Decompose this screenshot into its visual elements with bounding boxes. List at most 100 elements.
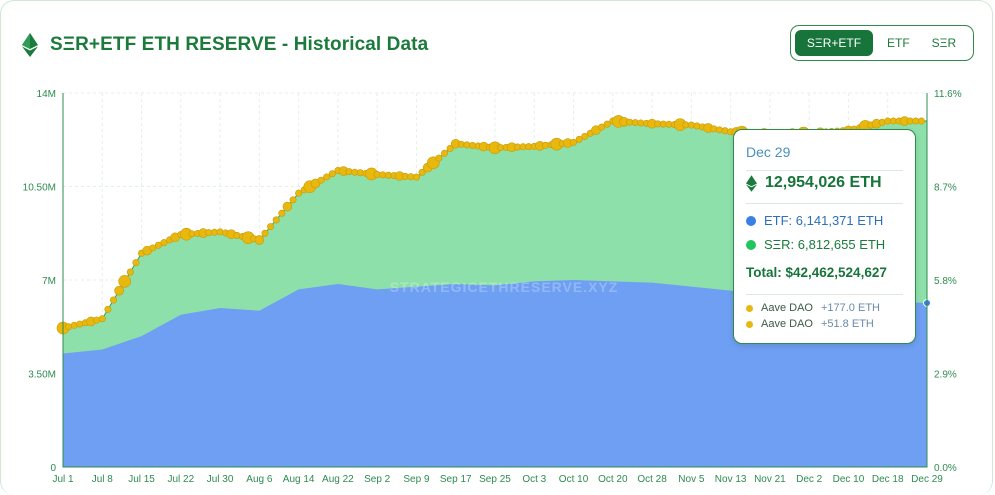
eth-icon (746, 174, 757, 192)
event-marker (254, 235, 265, 245)
x-tick-label: Jul 8 (92, 474, 114, 485)
x-tick-label: Nov 21 (754, 474, 786, 485)
event-marker (216, 228, 224, 236)
x-tick-label: Oct 10 (559, 474, 589, 485)
x-tick-label: Sep 17 (440, 474, 472, 485)
x-tick-label: Jul 22 (167, 474, 194, 485)
tooltip-total-eth: 12,954,026 ETH (746, 174, 882, 192)
y-left-tick-label: 3.50M (28, 370, 56, 381)
event-marker (98, 315, 106, 323)
event-marker (441, 149, 449, 157)
event-marker (295, 189, 303, 197)
y-axis-right: 0.0% 2.9% 5.8% 8.7% 11.6% (926, 89, 962, 474)
x-axis: Jul 1 Jul 8 Jul 15 Jul 22 Jul 30 Aug 6 Aug 14 A… (52, 466, 943, 485)
y-right-tick-label: 8.7% (934, 183, 957, 194)
tooltip-date: Dec 29 (746, 144, 791, 160)
eth-icon (22, 33, 38, 57)
event-marker (282, 201, 293, 212)
divider (746, 294, 903, 295)
event-marker (446, 145, 454, 153)
y-left-tick-label: 0 (50, 463, 56, 474)
event-marker (570, 138, 578, 146)
x-tick-label: Oct 20 (598, 474, 628, 485)
event-marker (132, 259, 140, 267)
event-marker (693, 122, 701, 130)
x-tick-label: Sep 9 (403, 474, 430, 485)
event-marker (598, 123, 606, 131)
event-name: Aave DAO (761, 318, 813, 330)
event-marker (104, 305, 112, 313)
etf-dot-icon (746, 215, 756, 226)
x-tick-label: Dec 2 (796, 474, 823, 485)
ser-value: 6,812,655 ETH (797, 237, 886, 252)
event-marker (721, 127, 729, 135)
ser-dot-icon (746, 239, 756, 250)
tooltip-event: Aave DAO +177.0 ETH (746, 302, 880, 314)
ser-label: SΞR: (764, 237, 795, 252)
y-right-tick-label: 2.9% (934, 370, 957, 381)
y-right-tick-label: 11.6% (934, 89, 962, 100)
event-marker (710, 125, 718, 133)
tooltip-event: Aave DAO +51.8 ETH (746, 318, 874, 330)
page-title: SΞR+ETF ETH RESERVE - Historical Data (50, 34, 429, 55)
event-dot-icon (746, 304, 753, 312)
x-tick-label: Oct 28 (637, 474, 667, 485)
event-marker (412, 173, 420, 181)
event-marker (114, 285, 124, 296)
event-marker (418, 168, 426, 176)
x-tick-label: Aug 22 (322, 474, 354, 485)
event-marker (126, 268, 134, 276)
event-marker (603, 120, 611, 128)
tooltip-total-usd: Total: $42,462,524,627 (746, 265, 887, 280)
event-marker (160, 239, 168, 247)
event-marker (317, 176, 325, 184)
event-marker (149, 244, 157, 252)
event-amount: +51.8 ETH (820, 318, 874, 330)
event-marker (917, 117, 925, 125)
etf-value: 6,141,371 ETH (795, 213, 884, 228)
y-left-tick-label: 10.50M (23, 183, 56, 194)
event-marker (267, 223, 275, 231)
event-marker (715, 126, 723, 134)
divider (746, 203, 903, 204)
event-amount: +177.0 ETH (820, 302, 880, 314)
x-tick-label: Dec 18 (872, 474, 904, 485)
y-left-tick-label: 14M (37, 89, 56, 100)
toggle-ser-button[interactable]: SΞR (931, 36, 957, 50)
event-marker (581, 132, 589, 140)
tooltip: Dec 29 12,954,026 ETH ETF: 6,141,371 ETH… (733, 129, 916, 344)
total-eth-value: 12,954,026 ETH (765, 174, 882, 191)
y-left-tick-label: 7M (42, 276, 56, 287)
x-tick-label: Sep 2 (364, 474, 391, 485)
event-marker (575, 135, 583, 143)
event-marker (118, 275, 132, 288)
toggle-ser-etf-button[interactable]: SΞR+ETF (795, 30, 873, 56)
etf-area (63, 280, 927, 467)
event-marker (278, 209, 286, 217)
event-marker (109, 296, 117, 304)
x-tick-label: Aug 6 (246, 474, 273, 485)
event-marker (289, 196, 297, 204)
y-axis-left: 0 3.50M 7M 10.50M 14M (23, 89, 64, 474)
x-tick-label: Jul 1 (52, 474, 74, 485)
event-name: Aave DAO (761, 302, 813, 314)
x-tick-label: Nov 13 (715, 474, 747, 485)
x-tick-label: Jul 15 (128, 474, 155, 485)
view-toggle: SΞR+ETF ETF SΞR (790, 25, 974, 61)
event-marker (233, 231, 241, 239)
toggle-etf-button[interactable]: ETF (887, 36, 910, 50)
x-tick-label: Oct 3 (522, 474, 546, 485)
event-marker (323, 173, 331, 181)
watermark: STRATEGICETHRESERVE.XYZ (390, 279, 619, 295)
tooltip-etf-row: ETF: 6,141,371 ETH (746, 213, 883, 228)
event-marker (154, 241, 162, 249)
etf-label: ETF: (764, 213, 793, 228)
tooltip-ser-row: SΞR: 6,812,655 ETH (746, 237, 885, 252)
event-marker (261, 229, 269, 237)
x-tick-label: Dec 29 (911, 474, 943, 485)
x-tick-label: Sep 25 (479, 474, 511, 485)
x-tick-label: Jul 30 (207, 474, 234, 485)
y-right-tick-label: 5.8% (934, 276, 957, 287)
